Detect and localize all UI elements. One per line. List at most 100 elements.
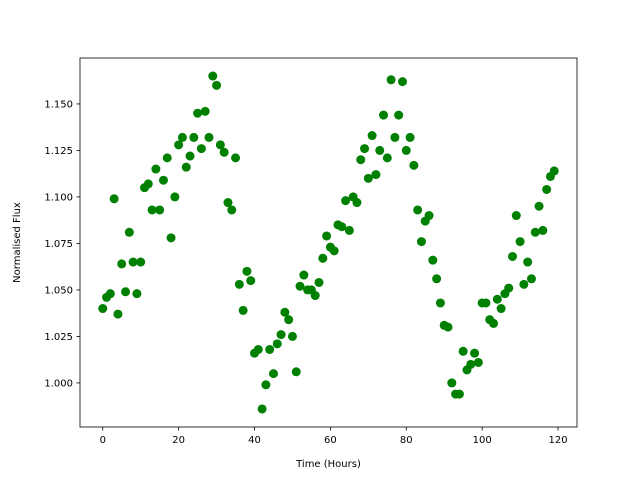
data-point bbox=[151, 164, 161, 174]
data-point bbox=[397, 77, 407, 87]
data-point bbox=[113, 309, 123, 319]
data-point bbox=[344, 225, 354, 235]
data-point bbox=[98, 304, 108, 314]
data-point bbox=[538, 225, 548, 235]
data-point bbox=[496, 304, 506, 314]
y-tick-label: 1.000 bbox=[44, 378, 73, 389]
data-point bbox=[466, 359, 476, 369]
data-point bbox=[238, 305, 248, 315]
data-point bbox=[299, 270, 309, 280]
data-point bbox=[489, 318, 499, 328]
data-point bbox=[117, 259, 127, 269]
data-point bbox=[329, 246, 339, 256]
data-point bbox=[287, 331, 297, 341]
y-tick-label: 1.050 bbox=[44, 285, 73, 296]
data-point bbox=[473, 357, 483, 367]
data-point bbox=[234, 279, 244, 289]
data-point bbox=[196, 144, 206, 154]
data-point bbox=[363, 173, 373, 183]
data-point bbox=[356, 155, 366, 165]
data-point bbox=[208, 71, 218, 81]
y-axis-label: Normalised Flux bbox=[12, 202, 23, 283]
data-point bbox=[253, 344, 263, 354]
data-point bbox=[443, 322, 453, 332]
data-point bbox=[128, 257, 138, 267]
data-point bbox=[371, 170, 381, 180]
data-point bbox=[390, 132, 400, 142]
x-tick-label: 20 bbox=[172, 435, 185, 446]
data-point bbox=[511, 211, 521, 221]
points-group bbox=[98, 71, 559, 414]
data-point bbox=[394, 110, 404, 120]
data-point bbox=[314, 277, 324, 287]
data-point bbox=[470, 348, 480, 358]
x-axis-label: Time (Hours) bbox=[295, 459, 361, 470]
data-point bbox=[508, 251, 518, 261]
data-point bbox=[257, 404, 267, 414]
data-point bbox=[124, 227, 134, 237]
data-point bbox=[542, 184, 552, 194]
data-point bbox=[200, 106, 210, 116]
data-point bbox=[174, 140, 184, 150]
y-tick-label: 1.125 bbox=[44, 146, 73, 157]
data-point bbox=[515, 237, 525, 247]
data-point bbox=[219, 147, 229, 157]
data-point bbox=[158, 175, 168, 185]
axes-frame bbox=[79, 57, 578, 428]
data-point bbox=[367, 131, 377, 141]
data-point bbox=[189, 132, 199, 142]
y-axis: 1.000 1.025 1.050 1.075 1.100 1.125 1.150 bbox=[44, 99, 80, 389]
data-point bbox=[162, 153, 172, 163]
x-axis: 0 20 40 60 80 100 120 bbox=[100, 427, 568, 446]
data-point bbox=[295, 281, 305, 291]
data-point bbox=[212, 80, 222, 90]
data-point bbox=[382, 153, 392, 163]
data-point bbox=[246, 276, 256, 286]
data-point bbox=[181, 162, 191, 172]
data-point bbox=[341, 196, 351, 206]
data-point bbox=[109, 194, 119, 204]
data-point bbox=[401, 145, 411, 155]
data-point bbox=[379, 110, 389, 120]
data-point bbox=[261, 380, 271, 390]
data-point bbox=[121, 287, 131, 297]
x-tick-label: 60 bbox=[324, 435, 337, 446]
data-point bbox=[231, 153, 241, 163]
data-point bbox=[360, 144, 370, 154]
data-point bbox=[223, 198, 233, 208]
data-point bbox=[268, 369, 278, 379]
data-point bbox=[310, 291, 320, 301]
data-point bbox=[291, 367, 301, 377]
data-point bbox=[504, 283, 514, 293]
x-tick-label: 40 bbox=[248, 435, 261, 446]
data-point bbox=[215, 140, 225, 150]
data-point bbox=[337, 222, 347, 232]
data-point bbox=[272, 339, 282, 349]
data-point bbox=[318, 253, 328, 263]
x-tick-label: 0 bbox=[100, 435, 106, 446]
data-point bbox=[454, 389, 464, 399]
data-point bbox=[166, 233, 176, 243]
data-point bbox=[432, 274, 442, 284]
data-point bbox=[105, 289, 115, 299]
data-point bbox=[416, 237, 426, 247]
data-point bbox=[170, 192, 180, 202]
data-point bbox=[409, 160, 419, 170]
data-point bbox=[280, 307, 290, 317]
y-tick-label: 1.150 bbox=[44, 99, 73, 110]
data-point bbox=[185, 151, 195, 161]
data-point bbox=[322, 231, 332, 241]
data-point bbox=[227, 205, 237, 215]
y-tick-label: 1.025 bbox=[44, 332, 73, 343]
data-point bbox=[284, 315, 294, 325]
data-point bbox=[424, 211, 434, 221]
data-point bbox=[428, 255, 438, 265]
data-point bbox=[177, 132, 187, 142]
data-point bbox=[352, 198, 362, 208]
data-point bbox=[534, 201, 544, 211]
data-point bbox=[375, 145, 385, 155]
data-point bbox=[523, 257, 533, 267]
data-point bbox=[526, 274, 536, 284]
data-point bbox=[147, 205, 157, 215]
x-tick-label: 80 bbox=[400, 435, 413, 446]
